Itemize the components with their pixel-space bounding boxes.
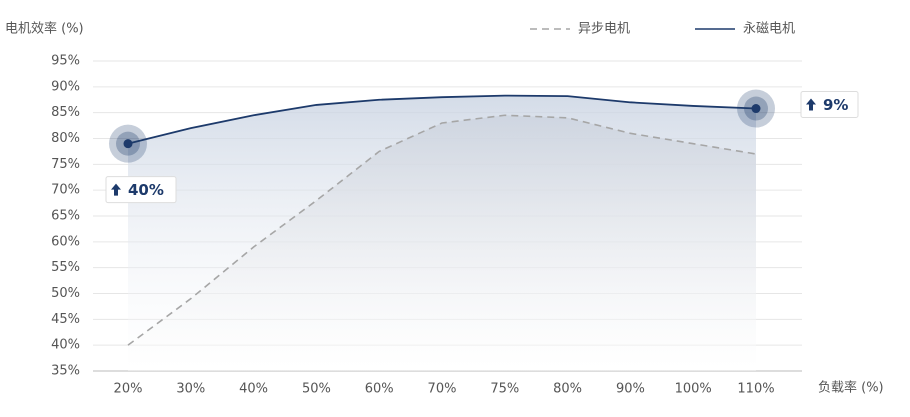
y-tick-label: 35% xyxy=(51,364,80,379)
x-tick-label: 30% xyxy=(176,382,205,397)
x-tick-label: 60% xyxy=(365,382,394,397)
plot-back xyxy=(93,60,802,372)
annotation-label: 40% xyxy=(128,181,164,199)
area-fill xyxy=(128,95,756,371)
x-tick-label: 75% xyxy=(490,382,519,397)
y-tick-label: 50% xyxy=(51,286,80,301)
y-tick-label: 80% xyxy=(51,131,80,146)
x-tick-label: 40% xyxy=(239,382,268,397)
series-line xyxy=(127,94,757,145)
y-tick-label: 60% xyxy=(51,234,80,249)
legend-label: 异步电机 xyxy=(578,22,630,37)
legend-label: 永磁电机 xyxy=(743,22,795,37)
x-tick-label: 80% xyxy=(553,382,582,397)
arrow-icon xyxy=(806,98,816,111)
x-axis-title: 负载率 (%) xyxy=(818,380,884,396)
annotation-box xyxy=(105,176,177,204)
y-tick-label: 95% xyxy=(51,54,80,69)
x-tick-label: 100% xyxy=(675,382,712,397)
y-tick-label: 65% xyxy=(51,209,80,224)
annotation-box xyxy=(800,91,859,119)
y-tick-label: 45% xyxy=(51,312,80,327)
y-axis-title: 电机效率 (%) xyxy=(5,21,84,37)
y-tick-label: 70% xyxy=(51,183,80,198)
y-tick-label: 85% xyxy=(51,105,80,120)
x-tick-label: 70% xyxy=(428,382,457,397)
y-tick-label: 40% xyxy=(51,338,80,353)
series-line xyxy=(127,114,757,346)
y-tick-label: 55% xyxy=(51,260,80,275)
annotation-label: 9% xyxy=(823,96,848,114)
y-tick-label: 75% xyxy=(51,157,80,172)
point xyxy=(123,139,133,149)
arrow-icon xyxy=(111,183,121,196)
point xyxy=(751,104,761,114)
x-tick-label: 90% xyxy=(616,382,645,397)
x-tick-label: 20% xyxy=(114,382,143,397)
x-tick-label: 110% xyxy=(737,382,774,397)
y-tick-label: 90% xyxy=(51,79,80,94)
x-tick-label: 50% xyxy=(302,382,331,397)
